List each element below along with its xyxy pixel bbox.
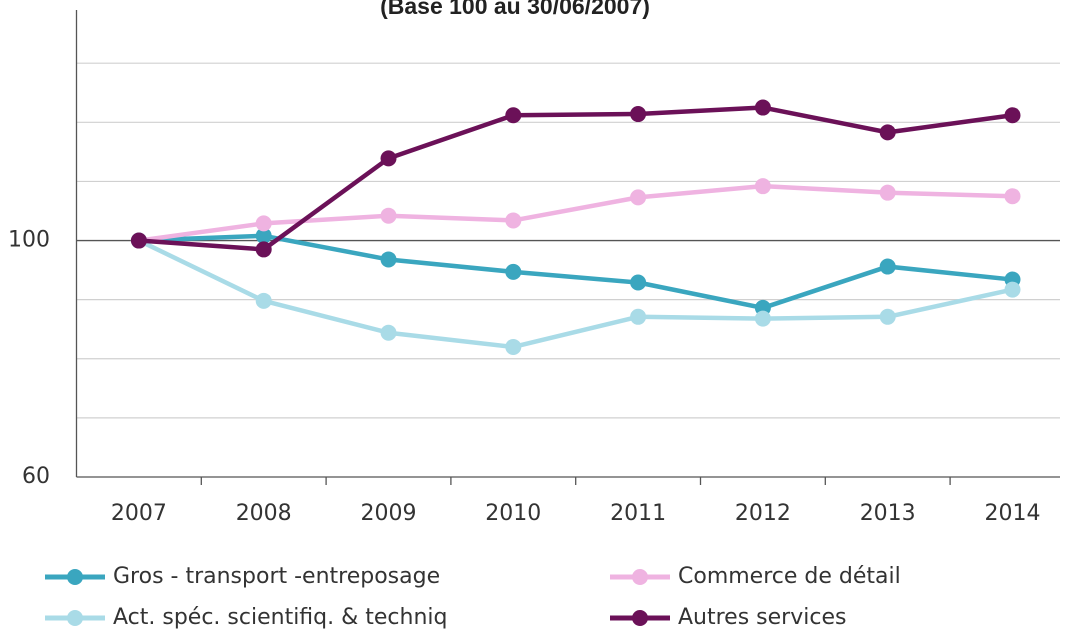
x-tick-label: 2007 bbox=[111, 501, 167, 526]
series-line bbox=[138, 233, 1013, 311]
x-tick-label: 2011 bbox=[610, 501, 666, 526]
data-point bbox=[380, 324, 397, 341]
data-point bbox=[754, 310, 771, 327]
legend-label: Act. spéc. scientifiq. & techniq bbox=[113, 605, 447, 630]
data-point bbox=[380, 150, 397, 167]
data-point bbox=[754, 178, 771, 195]
legend-marker bbox=[67, 569, 83, 585]
data-point bbox=[630, 274, 647, 291]
legend-label: Autres services bbox=[678, 605, 846, 630]
data-point bbox=[380, 207, 397, 224]
data-point bbox=[630, 106, 647, 123]
x-tick-label: 2009 bbox=[361, 501, 417, 526]
data-point bbox=[505, 212, 522, 229]
data-point bbox=[255, 292, 272, 309]
data-point bbox=[879, 184, 896, 201]
data-point bbox=[1004, 107, 1021, 124]
data-point bbox=[879, 124, 896, 141]
series-line bbox=[137, 238, 1013, 350]
x-tick-label: 2013 bbox=[860, 501, 916, 526]
data-point bbox=[255, 227, 272, 244]
data-point bbox=[255, 215, 272, 232]
legend-marker bbox=[632, 610, 648, 626]
data-point bbox=[879, 258, 896, 275]
data-point bbox=[130, 232, 147, 249]
y-tick-label: 60 bbox=[22, 464, 50, 489]
data-point bbox=[879, 308, 896, 325]
series-line bbox=[138, 105, 1013, 252]
data-point bbox=[380, 251, 397, 268]
series-line bbox=[138, 183, 1013, 243]
data-point bbox=[505, 107, 522, 124]
x-tick-label: 2012 bbox=[735, 501, 791, 526]
data-point bbox=[255, 241, 272, 258]
data-point bbox=[1004, 281, 1021, 298]
data-point bbox=[1004, 188, 1021, 205]
legend-label: Gros - transport -entreposage bbox=[113, 564, 440, 589]
legend-marker bbox=[67, 610, 83, 626]
x-tick-label: 2010 bbox=[485, 501, 541, 526]
data-point bbox=[630, 308, 647, 325]
y-tick-label: 100 bbox=[8, 228, 50, 253]
x-tick-label: 2008 bbox=[236, 501, 292, 526]
legend-marker bbox=[632, 569, 648, 585]
x-tick-label: 2014 bbox=[985, 501, 1041, 526]
data-point bbox=[505, 263, 522, 280]
data-point bbox=[754, 99, 771, 116]
chart-subtitle: (Base 100 au 30/06/2007) bbox=[380, 0, 650, 19]
data-point bbox=[505, 338, 522, 355]
data-point bbox=[630, 189, 647, 206]
legend-label: Commerce de détail bbox=[678, 564, 901, 589]
